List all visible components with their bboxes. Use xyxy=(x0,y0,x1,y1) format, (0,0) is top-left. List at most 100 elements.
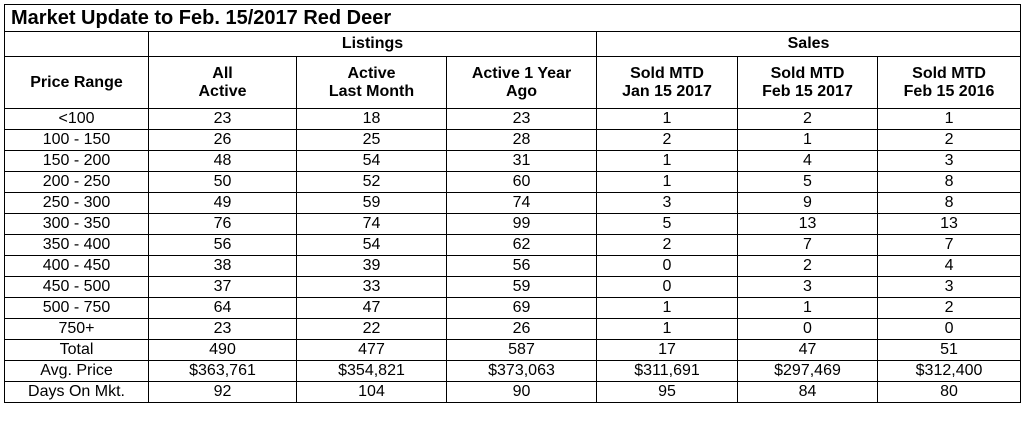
value-cell: 2 xyxy=(876,297,1022,319)
value-cell: 13 xyxy=(876,213,1022,235)
value-cell: 99 xyxy=(446,213,597,235)
table-body: <100 23 18 23 1 2 1 100 - 150 26 25 28 2 1 2 150 - 200… xyxy=(4,108,1022,403)
value-cell: 1 xyxy=(596,171,738,193)
value-cell: 25 xyxy=(296,129,447,151)
header-line-2: Last Month xyxy=(328,82,415,100)
value-cell: 1 xyxy=(596,318,738,340)
value-cell: 1 xyxy=(737,129,878,151)
value-cell: 49 xyxy=(148,192,297,214)
sold-mtd-feb-2017-header: Sold MTD Feb 15 2017 xyxy=(737,56,878,109)
value-cell: 56 xyxy=(148,234,297,256)
all-active-header: All Active xyxy=(148,56,297,109)
value-cell: 37 xyxy=(148,276,297,298)
value-cell: 74 xyxy=(296,213,447,235)
table-row: 100 - 150 26 25 28 2 1 2 xyxy=(4,129,1022,151)
row-label-cell: 150 - 200 xyxy=(4,150,149,172)
value-cell: 7 xyxy=(737,234,878,256)
value-cell: 8 xyxy=(876,192,1022,214)
value-cell: 2 xyxy=(596,129,738,151)
empty-group-header xyxy=(4,31,149,57)
value-cell: $354,821 xyxy=(296,360,447,382)
value-cell: 8 xyxy=(876,171,1022,193)
value-cell: 23 xyxy=(148,108,297,130)
sold-mtd-jan-2017-header: Sold MTD Jan 15 2017 xyxy=(596,56,738,109)
value-cell: 50 xyxy=(148,171,297,193)
value-cell: $311,691 xyxy=(596,360,738,382)
table-row: Days On Mkt. 92 104 90 95 84 80 xyxy=(4,381,1022,403)
value-cell: 13 xyxy=(737,213,878,235)
value-cell: 3 xyxy=(876,150,1022,172)
row-label-cell: 400 - 450 xyxy=(4,255,149,277)
value-cell: 0 xyxy=(596,276,738,298)
value-cell: 4 xyxy=(876,255,1022,277)
column-header-row: Price Range All Active Active Last Month Acti… xyxy=(4,56,1022,109)
value-cell: 3 xyxy=(876,276,1022,298)
value-cell: 31 xyxy=(446,150,597,172)
value-cell: 490 xyxy=(148,339,297,361)
row-label-cell: 500 - 750 xyxy=(4,297,149,319)
value-cell: $363,761 xyxy=(148,360,297,382)
header-line-1: Sold MTD xyxy=(630,64,704,82)
row-label-cell: Days On Mkt. xyxy=(4,381,149,403)
active-1-year-ago-header: Active 1 Year Ago xyxy=(446,56,597,109)
value-cell: 62 xyxy=(446,234,597,256)
row-label-cell: 350 - 400 xyxy=(4,234,149,256)
table-row: Avg. Price $363,761 $354,821 $373,063 $311,6… xyxy=(4,360,1022,382)
value-cell: 17 xyxy=(596,339,738,361)
value-cell: 59 xyxy=(296,192,447,214)
row-label-cell: Avg. Price xyxy=(4,360,149,382)
value-cell: 59 xyxy=(446,276,597,298)
header-line-1: Active 1 Year xyxy=(471,64,572,82)
table-row: 450 - 500 37 33 59 0 3 3 xyxy=(4,276,1022,298)
table-row: Total 490 477 587 17 47 51 xyxy=(4,339,1022,361)
value-cell: 2 xyxy=(596,234,738,256)
header-line-2: Feb 15 2016 xyxy=(903,82,995,100)
value-cell: $297,469 xyxy=(737,360,878,382)
row-label-cell: <100 xyxy=(4,108,149,130)
sales-group-header: Sales xyxy=(595,31,1022,57)
value-cell: 2 xyxy=(737,108,878,130)
header-line-1: Active xyxy=(347,64,396,82)
value-cell: 0 xyxy=(876,318,1022,340)
value-cell: 0 xyxy=(737,318,878,340)
table-row: 300 - 350 76 74 99 5 13 13 xyxy=(4,213,1022,235)
value-cell: 2 xyxy=(876,129,1022,151)
value-cell: 587 xyxy=(446,339,597,361)
row-label-cell: 300 - 350 xyxy=(4,213,149,235)
value-cell: 90 xyxy=(446,381,597,403)
table-row: 750+ 23 22 26 1 0 0 xyxy=(4,318,1022,340)
value-cell: 7 xyxy=(876,234,1022,256)
value-cell: 76 xyxy=(148,213,297,235)
value-cell: 18 xyxy=(296,108,447,130)
table-row: 350 - 400 56 54 62 2 7 7 xyxy=(4,234,1022,256)
value-cell: 95 xyxy=(596,381,738,403)
row-label-cell: 250 - 300 xyxy=(4,192,149,214)
value-cell: 56 xyxy=(446,255,597,277)
value-cell: 92 xyxy=(148,381,297,403)
value-cell: 1 xyxy=(737,297,878,319)
value-cell: 5 xyxy=(596,213,738,235)
value-cell: 4 xyxy=(737,150,878,172)
value-cell: 38 xyxy=(148,255,297,277)
value-cell: 48 xyxy=(148,150,297,172)
market-update-table-container: Market Update to Feb. 15/2017 Red Deer L… xyxy=(3,4,1022,403)
header-line-2: Active xyxy=(198,82,247,100)
header-line-1: Sold MTD xyxy=(912,64,986,82)
value-cell: 23 xyxy=(148,318,297,340)
header-line-1: Sold MTD xyxy=(770,64,845,82)
value-cell: 1 xyxy=(596,108,738,130)
value-cell: 28 xyxy=(446,129,597,151)
value-cell: 23 xyxy=(446,108,597,130)
value-cell: 54 xyxy=(296,150,447,172)
row-label-cell: 100 - 150 xyxy=(4,129,149,151)
value-cell: 52 xyxy=(296,171,447,193)
value-cell: 47 xyxy=(737,339,878,361)
listings-group-header: Listings xyxy=(148,31,597,57)
table-row: 500 - 750 64 47 69 1 1 2 xyxy=(4,297,1022,319)
market-update-table: Market Update to Feb. 15/2017 Red Deer L… xyxy=(3,4,1022,403)
header-line-1: Price Range xyxy=(30,73,123,91)
value-cell: $312,400 xyxy=(876,360,1022,382)
value-cell: 2 xyxy=(737,255,878,277)
value-cell: 84 xyxy=(737,381,878,403)
value-cell: $373,063 xyxy=(446,360,597,382)
